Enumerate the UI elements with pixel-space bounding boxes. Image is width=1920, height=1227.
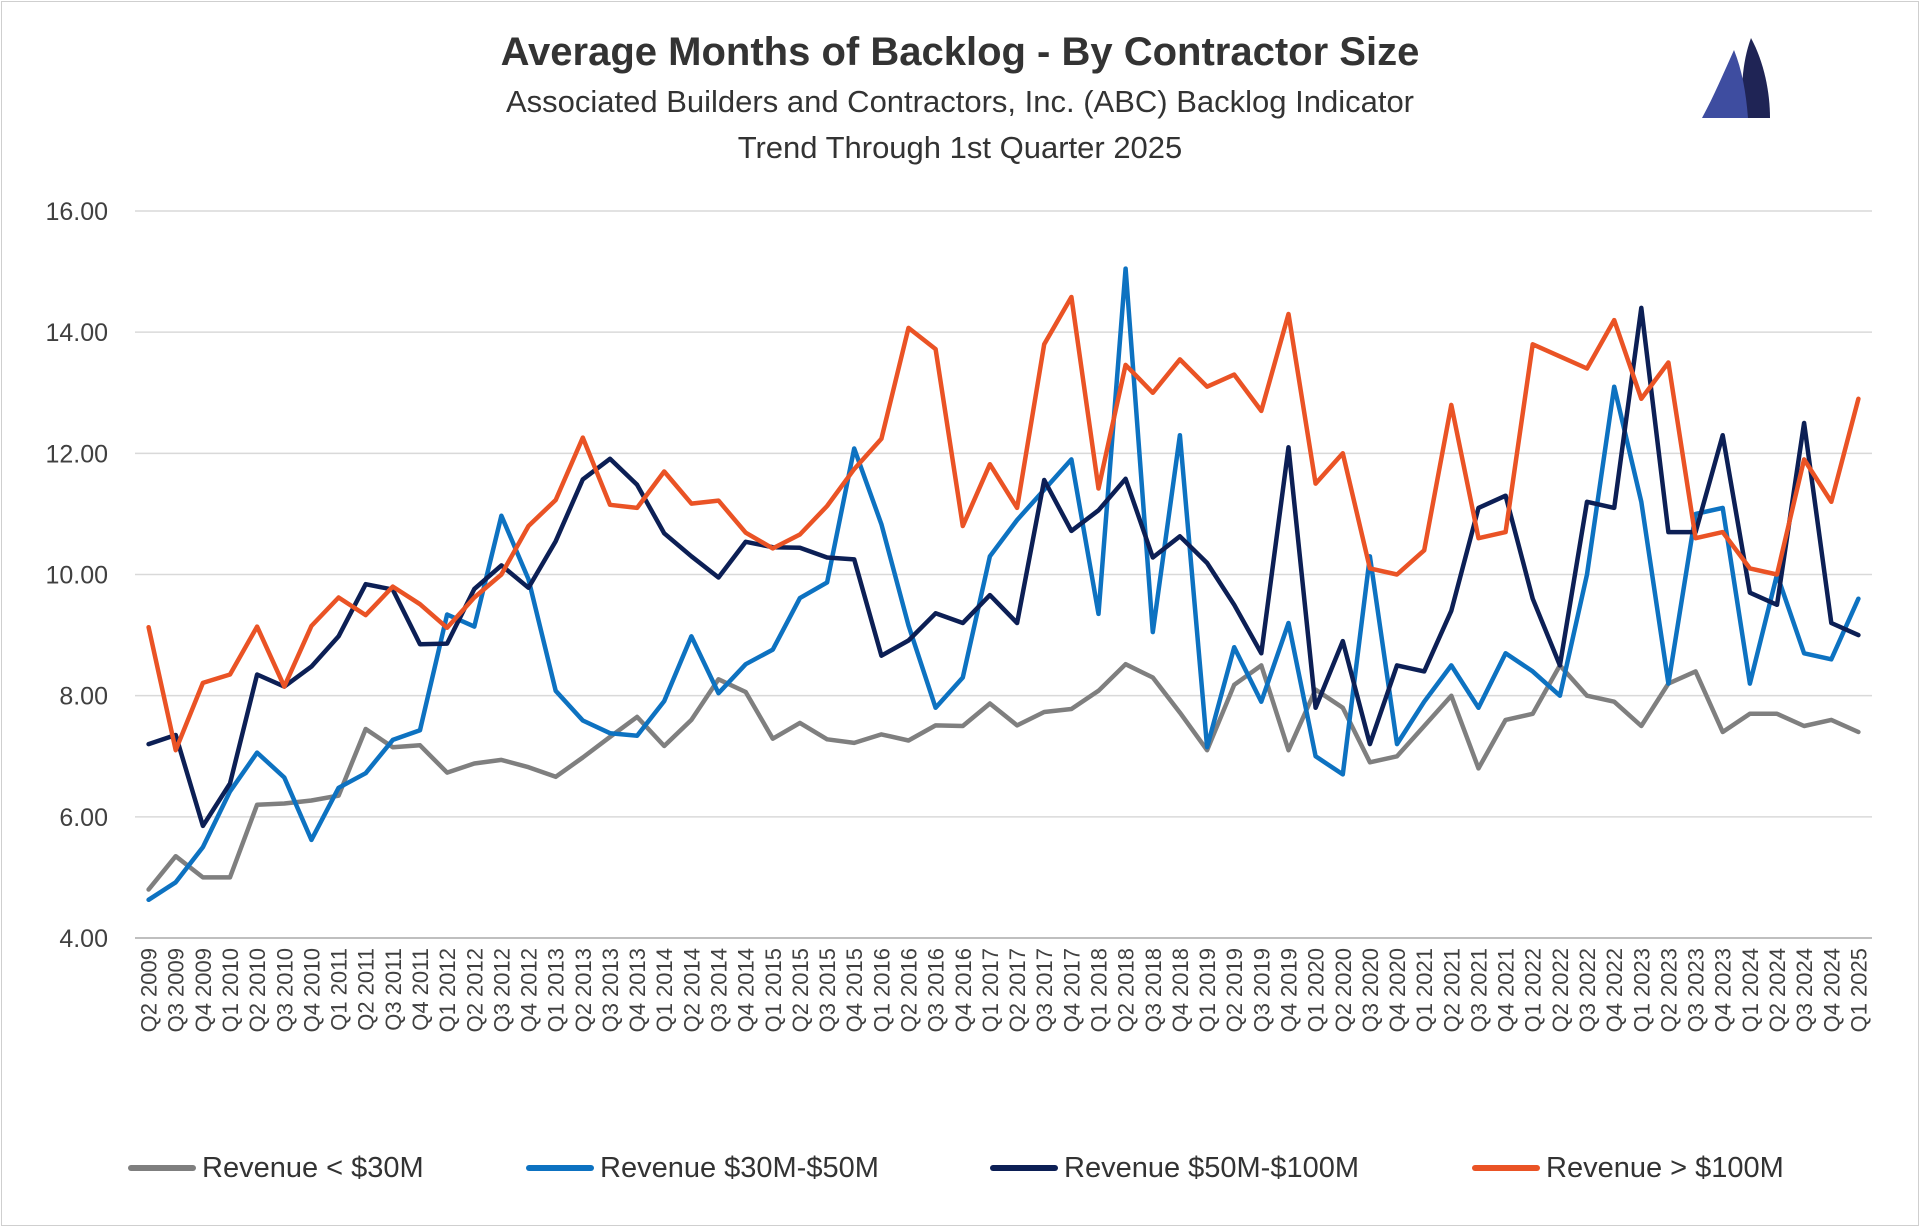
x-tick-label: Q4 2016 xyxy=(951,948,976,1032)
x-tick-label: Q4 2013 xyxy=(625,948,650,1032)
x-tick-label: Q3 2009 xyxy=(164,948,189,1032)
legend-swatch xyxy=(1472,1165,1540,1171)
legend-item-revenue-30m-50m: Revenue $30M-$50M xyxy=(526,1150,879,1186)
y-tick-label: 4.00 xyxy=(59,925,108,953)
x-tick-label: Q1 2021 xyxy=(1412,948,1437,1032)
x-tick-label: Q1 2014 xyxy=(652,948,677,1032)
y-axis-ticks: 4.00 6.00 8.00 10.00 12.00 14.00 16.00 xyxy=(45,198,108,953)
x-tick-label: Q1 2013 xyxy=(544,948,569,1032)
x-tick-label: Q2 2020 xyxy=(1331,948,1356,1032)
x-tick-label: Q3 2010 xyxy=(272,948,297,1032)
x-tick-label: Q2 2019 xyxy=(1222,948,1247,1032)
x-tick-label: Q2 2012 xyxy=(462,948,487,1032)
x-tick-label: Q3 2017 xyxy=(1032,948,1057,1032)
y-tick-label: 8.00 xyxy=(59,683,108,711)
y-tick-label: 14.00 xyxy=(45,319,108,347)
x-tick-label: Q2 2011 xyxy=(354,948,379,1031)
x-tick-label: Q1 2023 xyxy=(1629,948,1654,1032)
chart-title: Average Months of Backlog - By Contracto… xyxy=(500,30,1420,74)
x-axis-ticks: Q2 2009 Q3 2009 Q4 2009 Q1 2010 Q2 2010 Q3 20… xyxy=(137,948,1872,1032)
chart-subtitle: Associated Builders and Contractors, Inc… xyxy=(505,84,1415,119)
series-line-1 xyxy=(146,266,1861,903)
x-tick-label: Q2 2009 xyxy=(137,948,162,1032)
x-tick-label: Q2 2021 xyxy=(1439,948,1464,1032)
legend-swatch xyxy=(990,1165,1058,1171)
x-tick-label: Q4 2023 xyxy=(1711,948,1736,1032)
x-tick-label: Q4 2015 xyxy=(842,948,867,1032)
x-tick-label: Q1 2024 xyxy=(1738,948,1763,1032)
series-lines xyxy=(146,266,1861,903)
x-tick-label: Q3 2024 xyxy=(1792,948,1817,1032)
x-tick-label: Q1 2011 xyxy=(327,948,352,1031)
x-tick-label: Q1 2010 xyxy=(218,948,243,1032)
x-tick-label: Q2 2018 xyxy=(1114,948,1139,1032)
x-tick-label: Q2 2022 xyxy=(1548,948,1573,1032)
y-tick-label: 16.00 xyxy=(45,198,108,226)
x-tick-label: Q2 2023 xyxy=(1656,948,1681,1032)
series-line-2 xyxy=(146,305,1861,829)
x-tick-label: Q4 2020 xyxy=(1385,948,1410,1032)
x-tick-label: Q4 2022 xyxy=(1602,948,1627,1032)
x-tick-label: Q3 2011 xyxy=(381,948,406,1031)
x-tick-label: Q3 2020 xyxy=(1358,948,1383,1032)
x-tick-label: Q2 2015 xyxy=(788,948,813,1032)
legend-item-revenue-over-100m: Revenue > $100M xyxy=(1472,1150,1784,1186)
x-tick-label: Q1 2017 xyxy=(978,948,1003,1032)
x-tick-label: Q3 2016 xyxy=(924,948,949,1032)
x-tick-label: Q4 2019 xyxy=(1276,948,1301,1032)
x-tick-label: Q3 2022 xyxy=(1575,948,1600,1032)
y-tick-label: 6.00 xyxy=(59,804,108,832)
legend-swatch xyxy=(526,1165,594,1171)
legend-label: Revenue < $30M xyxy=(202,1151,424,1184)
legend-swatch xyxy=(128,1165,196,1171)
x-tick-label: Q3 2021 xyxy=(1466,948,1491,1032)
x-tick-label: Q4 2011 xyxy=(408,948,433,1031)
legend-label: Revenue $50M-$100M xyxy=(1064,1151,1360,1184)
x-tick-label: Q1 2015 xyxy=(761,948,786,1032)
legend-item-revenue-under-30m: Revenue < $30M xyxy=(128,1150,424,1186)
y-tick-label: 10.00 xyxy=(45,562,108,590)
legend-label: Revenue > $100M xyxy=(1546,1151,1784,1184)
x-tick-label: Q1 2019 xyxy=(1195,948,1220,1032)
x-tick-label: Q2 2010 xyxy=(245,948,270,1032)
x-tick-label: Q2 2016 xyxy=(897,948,922,1032)
x-tick-label: Q1 2025 xyxy=(1846,948,1871,1032)
x-tick-label: Q3 2015 xyxy=(815,948,840,1032)
x-tick-label: Q2 2024 xyxy=(1765,948,1790,1032)
x-tick-label: Q1 2016 xyxy=(869,948,894,1032)
x-tick-label: Q4 2014 xyxy=(734,948,759,1032)
x-tick-label: Q2 2014 xyxy=(679,948,704,1032)
logo-front-sail xyxy=(1702,50,1748,118)
legend-item-revenue-50m-100m: Revenue $50M-$100M xyxy=(990,1150,1359,1186)
gridlines xyxy=(135,210,1872,939)
x-tick-label: Q4 2021 xyxy=(1494,948,1519,1032)
x-tick-label: Q3 2014 xyxy=(707,948,732,1032)
sailboat-logo-icon xyxy=(1702,38,1770,118)
x-tick-label: Q1 2018 xyxy=(1086,948,1111,1032)
x-tick-label: Q3 2018 xyxy=(1141,948,1166,1032)
x-tick-label: Q4 2024 xyxy=(1819,948,1844,1032)
chart-subtitle-date-range: Trend Through 1st Quarter 2025 xyxy=(737,130,1183,165)
x-tick-label: Q1 2020 xyxy=(1304,948,1329,1032)
x-tick-label: Q1 2012 xyxy=(435,948,460,1032)
x-tick-label: Q2 2013 xyxy=(571,948,596,1032)
x-tick-label: Q4 2017 xyxy=(1059,948,1084,1032)
x-tick-label: Q1 2022 xyxy=(1521,948,1546,1032)
x-tick-label: Q3 2019 xyxy=(1249,948,1274,1032)
x-tick-label: Q3 2012 xyxy=(489,948,514,1032)
x-tick-label: Q4 2018 xyxy=(1168,948,1193,1032)
legend-label: Revenue $30M-$50M xyxy=(600,1151,879,1184)
x-tick-label: Q2 2017 xyxy=(1005,948,1030,1032)
series-line-0 xyxy=(146,661,1861,892)
series-line-3 xyxy=(146,294,1861,753)
y-tick-label: 12.00 xyxy=(45,440,108,468)
x-tick-label: Q4 2009 xyxy=(191,948,216,1032)
x-tick-label: Q4 2010 xyxy=(299,948,324,1032)
x-tick-label: Q3 2023 xyxy=(1684,948,1709,1032)
x-tick-label: Q3 2013 xyxy=(598,948,623,1032)
logo-back-sail xyxy=(1742,38,1770,118)
x-tick-label: Q4 2012 xyxy=(517,948,542,1032)
